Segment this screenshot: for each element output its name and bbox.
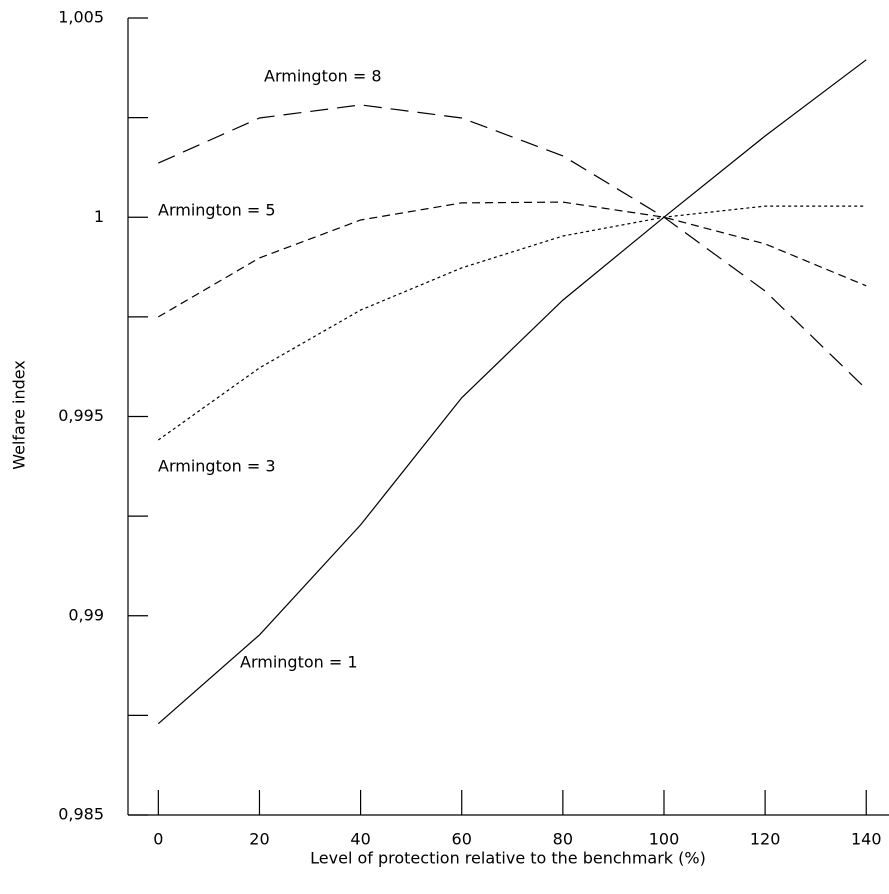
x-tick-label: 80	[553, 830, 573, 849]
x-tick-label: 120	[750, 830, 781, 849]
y-tick-label: 0,985	[58, 805, 104, 824]
x-tick-label: 0	[153, 830, 163, 849]
x-tick-label: 40	[350, 830, 370, 849]
series-line	[158, 104, 867, 390]
y-tick-label: 1	[94, 207, 104, 226]
series-label: Armington = 8	[264, 67, 382, 86]
x-tick-label: 20	[249, 830, 269, 849]
x-axis-label: Level of protection relative to the benc…	[310, 849, 706, 868]
series-line	[157, 201, 867, 318]
y-tick-label: 0,99	[68, 605, 104, 624]
series-label: Armington = 5	[158, 201, 276, 220]
series-label: Armington = 1	[240, 653, 358, 672]
y-tick-label: 1,005	[58, 8, 104, 27]
series-line	[157, 59, 867, 725]
y-tick-label: 0,995	[58, 406, 104, 425]
x-tick-label: 100	[649, 830, 680, 849]
series-line	[157, 205, 867, 441]
x-tick-label: 140	[851, 830, 882, 849]
series-label: Armington = 3	[158, 457, 276, 476]
x-tick-label: 60	[452, 830, 472, 849]
y-axis-label: Welfare index	[10, 360, 29, 470]
